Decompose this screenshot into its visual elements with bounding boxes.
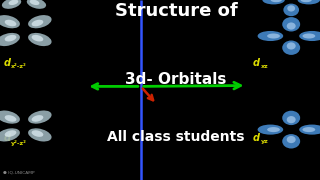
Ellipse shape [5, 20, 16, 26]
Text: x²-z²: x²-z² [11, 64, 27, 69]
Ellipse shape [282, 111, 300, 125]
Ellipse shape [258, 31, 283, 41]
Text: y²-z²: y²-z² [11, 140, 27, 145]
Ellipse shape [32, 130, 43, 137]
Ellipse shape [32, 20, 43, 26]
Ellipse shape [298, 0, 320, 4]
Text: ● IQ-UNICAMP: ● IQ-UNICAMP [3, 171, 35, 175]
Ellipse shape [299, 31, 320, 41]
Ellipse shape [302, 33, 315, 39]
Ellipse shape [32, 115, 43, 122]
Ellipse shape [28, 128, 52, 141]
Ellipse shape [30, 0, 39, 5]
Text: d: d [253, 58, 260, 68]
Ellipse shape [284, 4, 299, 16]
Ellipse shape [258, 125, 283, 135]
Text: yz: yz [261, 140, 268, 145]
Text: 3d- Orbitals: 3d- Orbitals [125, 72, 227, 87]
Ellipse shape [299, 125, 320, 135]
Ellipse shape [28, 15, 52, 28]
Ellipse shape [287, 42, 296, 50]
Ellipse shape [300, 0, 312, 2]
Ellipse shape [0, 33, 20, 46]
Ellipse shape [28, 111, 52, 124]
Ellipse shape [28, 33, 52, 46]
Ellipse shape [5, 35, 16, 41]
Ellipse shape [302, 127, 315, 132]
Ellipse shape [287, 5, 295, 12]
Ellipse shape [2, 0, 21, 9]
Ellipse shape [287, 136, 296, 143]
Text: All class students: All class students [107, 130, 245, 144]
Ellipse shape [282, 134, 300, 148]
Ellipse shape [262, 0, 285, 4]
Ellipse shape [282, 17, 300, 32]
Text: d: d [3, 58, 10, 68]
Ellipse shape [287, 116, 296, 123]
Ellipse shape [0, 111, 20, 124]
Ellipse shape [267, 127, 280, 132]
Ellipse shape [5, 115, 16, 122]
Ellipse shape [32, 35, 43, 41]
Ellipse shape [287, 22, 296, 30]
Ellipse shape [267, 33, 280, 39]
Text: d: d [3, 133, 10, 143]
Text: d: d [253, 133, 260, 143]
Ellipse shape [27, 0, 46, 9]
Ellipse shape [282, 40, 300, 55]
Text: Structure of: Structure of [115, 2, 237, 20]
Ellipse shape [0, 15, 20, 28]
Ellipse shape [5, 130, 16, 137]
Ellipse shape [0, 128, 20, 141]
Ellipse shape [271, 0, 282, 2]
Ellipse shape [9, 0, 18, 5]
Text: xz: xz [261, 64, 268, 69]
